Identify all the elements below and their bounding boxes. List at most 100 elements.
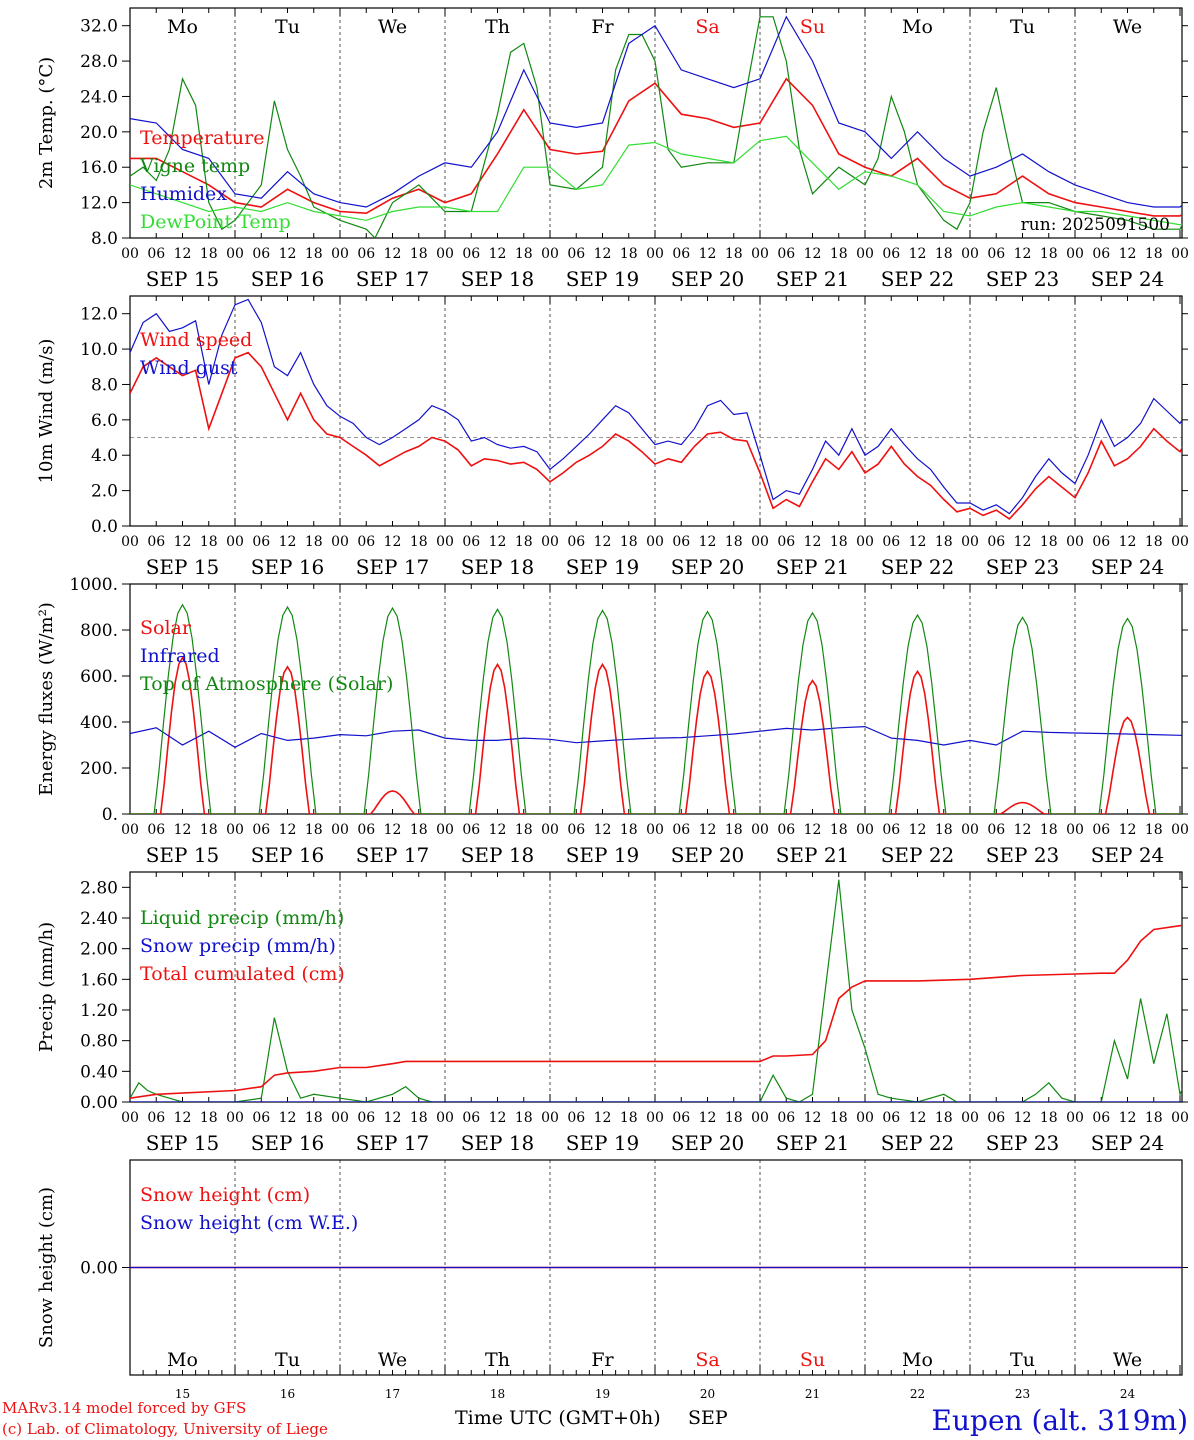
- hour-tick-label: 06: [1092, 534, 1110, 550]
- y-axis-label: 10m Wind (m/s): [36, 339, 57, 484]
- hour-tick-label: 06: [1092, 1110, 1110, 1126]
- x-axis-label: Time UTC (GMT+0h): [455, 1407, 661, 1429]
- hour-tick-label: 00: [436, 1110, 454, 1126]
- y-tick-label: 2.00: [80, 940, 118, 960]
- hour-tick-label: 12: [804, 822, 822, 838]
- date-label: SEP 15: [146, 267, 220, 291]
- day-name-label: Th: [485, 16, 510, 38]
- plot-frame: [129, 7, 1183, 239]
- hour-tick-label: 06: [357, 1110, 375, 1126]
- hour-tick-label: 18: [620, 534, 638, 550]
- hour-tick-label: 18: [515, 822, 533, 838]
- hour-tick-label: 06: [987, 1110, 1005, 1126]
- day-name-label: Su: [800, 16, 825, 38]
- y-tick-label: 0.00: [80, 1259, 118, 1279]
- legend-entry: Top of Atmosphere (Solar): [140, 673, 393, 695]
- hour-tick-label: 12: [174, 534, 192, 550]
- series-group: [130, 298, 1182, 520]
- legend-entry: DewPoint Temp: [140, 211, 291, 233]
- hour-tick-label: 00: [646, 246, 664, 262]
- legend-entry: Humidex: [140, 183, 227, 205]
- month-label: SEP: [688, 1407, 728, 1429]
- hour-tick-label: 18: [935, 534, 953, 550]
- hour-tick-label: 18: [305, 822, 323, 838]
- date-label: SEP 20: [671, 843, 745, 867]
- hour-tick-label: 18: [515, 534, 533, 550]
- hour-tick-label: 00: [961, 246, 979, 262]
- hour-tick-label: 06: [777, 534, 795, 550]
- panel-energy: 0. 200. 400. 600. 800. 1000. Energy fluxes (W/…: [36, 575, 1189, 867]
- hour-tick-label: 12: [909, 246, 927, 262]
- hour-tick-label: 18: [1040, 1110, 1058, 1126]
- hour-tick-label: 00: [1066, 1110, 1084, 1126]
- hour-tick-label: 00: [751, 534, 769, 550]
- hour-tick-label: 06: [672, 246, 690, 262]
- hour-tick-label: 12: [1119, 822, 1137, 838]
- run-label: run: 2025091500: [1021, 215, 1170, 235]
- legend-entry: Temperature: [140, 127, 264, 149]
- day-name-label: We: [378, 16, 407, 38]
- date-label: SEP 19: [566, 267, 640, 291]
- hour-tick-label: 06: [567, 246, 585, 262]
- hour-tick-label: 18: [305, 1110, 323, 1126]
- legend-entry: Wind speed: [140, 329, 252, 351]
- day-number-label: 22: [910, 1387, 925, 1401]
- y-tick-label: 24.0: [80, 87, 118, 107]
- day-name-label: Th: [485, 1349, 510, 1371]
- series-line-wind-1: [130, 298, 1182, 515]
- day-name-label: Fr: [591, 16, 614, 38]
- hour-tick-label: 12: [909, 534, 927, 550]
- date-label: SEP 17: [356, 1131, 430, 1155]
- series-group: [130, 879, 1182, 1102]
- hour-tick-label: 00: [961, 1110, 979, 1126]
- y-tick-label: 1.20: [80, 1001, 118, 1021]
- hour-tick-label: 00: [751, 1110, 769, 1126]
- hour-tick-label: 00: [331, 534, 349, 550]
- y-tick-label: 28.0: [80, 52, 118, 72]
- hour-tick-label: 18: [410, 1110, 428, 1126]
- hour-tick-label: 12: [279, 246, 297, 262]
- hour-tick-label: 00: [436, 246, 454, 262]
- hour-tick-label: 12: [1014, 246, 1032, 262]
- y-tick-label: 8.0: [91, 229, 118, 249]
- hour-tick-label: 00: [751, 246, 769, 262]
- hour-tick-label: 06: [882, 246, 900, 262]
- day-name-label: Sa: [695, 1349, 719, 1371]
- y-tick-label: 600.: [80, 667, 118, 687]
- hour-tick-label: 18: [830, 246, 848, 262]
- hour-tick-label: 18: [620, 822, 638, 838]
- y-tick-label: 6.0: [91, 411, 118, 431]
- hour-tick-label: 18: [200, 822, 218, 838]
- series-group: [130, 603, 1182, 814]
- date-label: SEP 15: [146, 1131, 220, 1155]
- y-tick-label: 200.: [80, 759, 118, 779]
- hour-tick-label: 00: [226, 822, 244, 838]
- hour-tick-label: 12: [279, 1110, 297, 1126]
- y-tick-label: 800.: [80, 621, 118, 641]
- hour-tick-label: 00: [646, 1110, 664, 1126]
- hour-tick-label: 12: [489, 246, 507, 262]
- y-axis-label: Precip (mm/h): [36, 922, 57, 1052]
- y-tick-label: 12.0: [80, 194, 118, 214]
- y-tick-label: 2.40: [80, 909, 118, 929]
- hour-tick-label: 18: [935, 822, 953, 838]
- date-label: SEP 19: [566, 1131, 640, 1155]
- date-label: SEP 20: [671, 555, 745, 579]
- plot-frame: [129, 583, 1183, 815]
- hour-tick-label: 18: [725, 822, 743, 838]
- y-tick-label: 4.0: [91, 446, 118, 466]
- hour-tick-label: 06: [567, 1110, 585, 1126]
- date-label: SEP 24: [1091, 267, 1165, 291]
- y-tick-label: 0.00: [80, 1093, 118, 1113]
- y-tick-label: 32.0: [80, 17, 118, 37]
- date-label: SEP 19: [566, 555, 640, 579]
- hour-tick-label: 18: [830, 534, 848, 550]
- hour-tick-label: 18: [935, 1110, 953, 1126]
- hour-tick-label: 18: [620, 1110, 638, 1126]
- hour-tick-label: 06: [462, 246, 480, 262]
- hour-tick-label: 12: [909, 822, 927, 838]
- hour-tick-label: 06: [357, 246, 375, 262]
- hour-tick-label: 18: [725, 534, 743, 550]
- legend-entry: Infrared: [140, 645, 220, 667]
- date-label: SEP 22: [881, 843, 955, 867]
